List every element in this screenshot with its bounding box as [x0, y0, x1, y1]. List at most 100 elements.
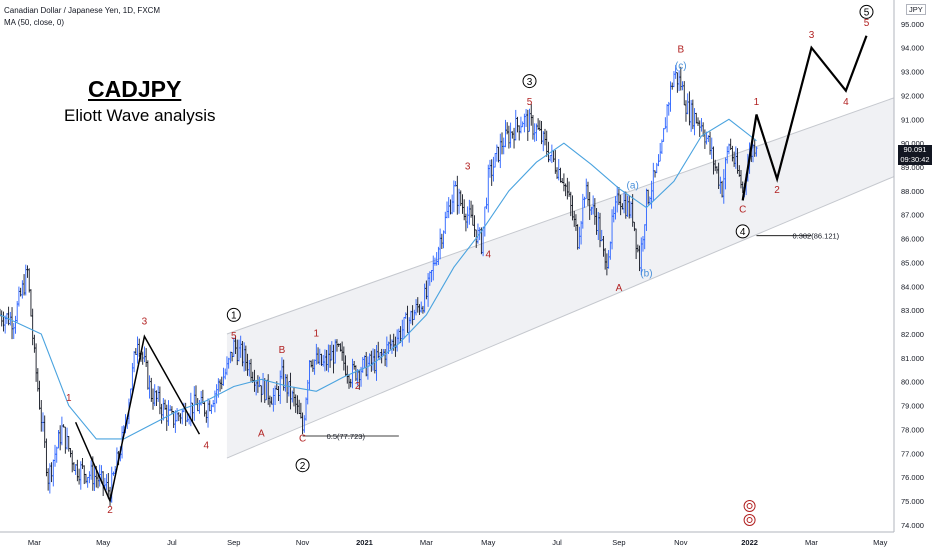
price-tick-label: 90.000 [901, 139, 924, 148]
time-tick-label: Sep [227, 538, 240, 547]
wave-label: 4 [204, 441, 210, 452]
price-axis: 95.000 94.000 93.000 92.000 91.000 90.000 89.0… [893, 0, 932, 550]
event-marker-dot [746, 503, 753, 509]
wave-label: B [279, 345, 286, 356]
price-channel [226, 97, 895, 459]
price-tick-label: 92.000 [901, 91, 924, 100]
price-axis-bg [894, 0, 932, 550]
wave-label: C [739, 204, 746, 215]
wave-label: 5 [864, 8, 870, 19]
price-tick-label: 91.000 [901, 115, 924, 124]
wave-label: 3 [809, 30, 815, 41]
time-tick-label: May [96, 538, 110, 547]
price-tick-label: 81.000 [901, 354, 924, 363]
last-price: 90.091 [903, 145, 927, 154]
projected-wave-line [741, 35, 868, 201]
last-price-badge: 90.091 09:30:42 [898, 145, 932, 165]
wave-label: 2 [355, 381, 361, 392]
ohlc-bars [0, 65, 758, 507]
event-marker-dot [746, 517, 753, 523]
price-tick-label: 87.000 [901, 211, 924, 220]
wave-label: 2 [300, 461, 306, 472]
wave-label: 1 [231, 311, 237, 322]
time-tick-label: 2022 [741, 538, 758, 547]
projection-path [741, 35, 868, 201]
wave-circle-marker [226, 307, 241, 322]
time-axis-bg [0, 532, 932, 550]
price-tick-label: 74.000 [901, 521, 924, 530]
wave-label: (b) [640, 269, 652, 280]
wave-label: C [299, 433, 306, 444]
price-tick-label: 79.000 [901, 402, 924, 411]
time-tick-label: Mar [420, 538, 433, 547]
wave-circle-marker [859, 4, 874, 19]
time-tick-label: Mar [805, 538, 818, 547]
time-tick-label: Nov [296, 538, 310, 547]
price-tick-label: 94.000 [901, 44, 924, 53]
price-tick-label: 75.000 [901, 497, 924, 506]
impulse-wave-line [74, 334, 201, 504]
chart-subtitle: Eliott Wave analysis [64, 106, 216, 125]
wave-label: 1 [66, 393, 72, 404]
wave-label: B [677, 44, 684, 55]
bar-countdown: 09:30:42 [900, 155, 930, 164]
price-tick-label: 86.000 [901, 235, 924, 244]
price-tick-label: 89.000 [901, 163, 924, 172]
wave-label: 2 [107, 505, 113, 516]
wave-label: 3 [465, 161, 471, 172]
event-marker-icon [743, 514, 756, 526]
wave-circle-marker [735, 224, 750, 239]
indicator-legend[interactable]: MA (50, close, 0) [4, 18, 65, 27]
time-tick-label: Jul [167, 538, 177, 547]
fib-level-label: 0.5(77.723) [327, 432, 366, 441]
wave-lines [74, 334, 201, 504]
currency-label[interactable]: JPY [906, 4, 926, 15]
event-markers [743, 500, 756, 526]
channel-fill [226, 97, 894, 459]
wave-label: 5 [864, 18, 870, 29]
price-tick-label: 93.000 [901, 68, 924, 77]
wave-label: 3 [142, 316, 148, 327]
wave-label: 4 [843, 97, 849, 108]
wave-label: A [258, 429, 265, 440]
ma-50-line [0, 118, 757, 440]
time-tick-label: Mar [28, 538, 41, 547]
event-marker-icon [743, 500, 756, 512]
price-tick-label: 77.000 [901, 449, 924, 458]
channel-upper-line [226, 97, 895, 335]
wave-circle-marker [522, 74, 537, 89]
fib-level-label: 0.382(86.121) [792, 232, 839, 241]
wave-label: 5 [231, 331, 237, 342]
time-tick-label: Sep [612, 538, 625, 547]
time-axis: Mar May Jul Sep Nov 2021 Mar May Jul Sep Nov 2022 Ma… [0, 531, 932, 550]
price-tick-label: 82.000 [901, 330, 924, 339]
symbol-info: Canadian Dollar / Japanese Yen, 1D, FXCM [4, 6, 161, 15]
price-tick-label: 95.000 [901, 20, 924, 29]
wave-label: A [616, 283, 623, 294]
wave-label: 4 [740, 227, 746, 238]
channel-lower-line [226, 176, 895, 459]
wave-label: 3 [527, 77, 533, 88]
price-tick-label: 80.000 [901, 378, 924, 387]
price-tick-label: 78.000 [901, 425, 924, 434]
chart-title: CADJPY [88, 76, 182, 102]
fib-levels: 0.5(77.723) 0.382(86.121) [302, 232, 840, 441]
wave-circle-marker [295, 458, 310, 473]
wave-label: (a) [627, 180, 639, 191]
wave-label: 1 [314, 328, 320, 339]
time-tick-label: Nov [674, 538, 688, 547]
wave-label: 2 [774, 185, 780, 196]
price-tick-label: 85.000 [901, 258, 924, 267]
wave-label: 4 [485, 250, 491, 261]
price-tick-label: 84.000 [901, 282, 924, 291]
wave-label: 5 [527, 97, 533, 108]
wave-label: (c) [675, 61, 687, 72]
time-tick-label: Jul [552, 538, 562, 547]
time-tick-label: 2021 [356, 538, 373, 547]
time-tick-label: May [873, 538, 887, 547]
price-tick-label: 76.000 [901, 473, 924, 482]
price-tick-label: 88.000 [901, 187, 924, 196]
wave-label: 1 [754, 97, 760, 108]
